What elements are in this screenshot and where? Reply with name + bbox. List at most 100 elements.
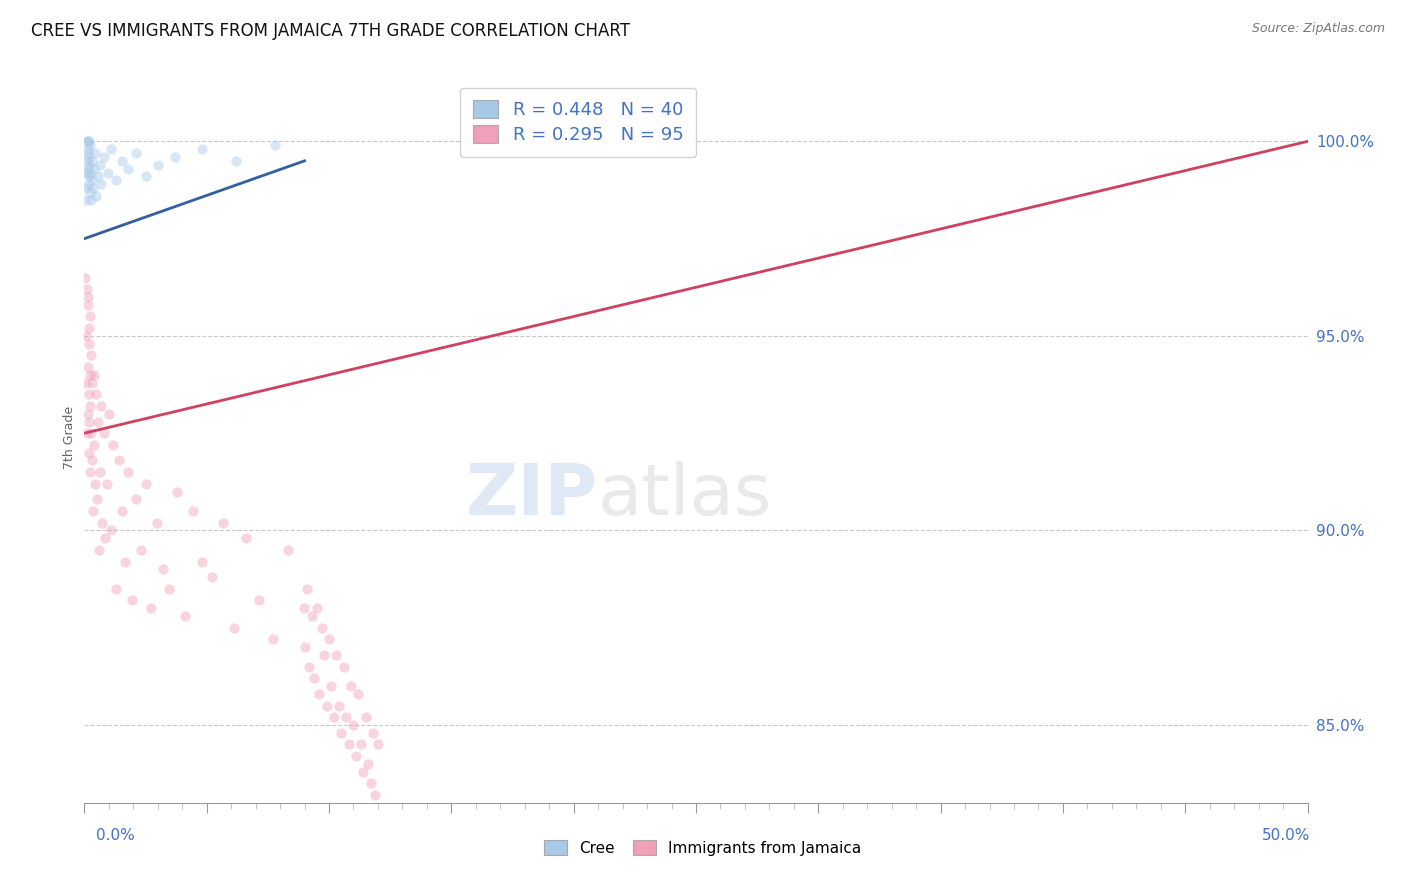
Point (77, 135, 100, 149)
Point (79, 399, 101, 413)
Point (330, 725, 353, 739)
Point (315, 698, 337, 713)
Point (75, 181, 97, 195)
Point (262, 632, 284, 647)
Point (80, 453, 103, 467)
Text: ZIP: ZIP (465, 461, 598, 530)
Point (84, 476, 107, 491)
Point (328, 698, 350, 713)
Text: atlas: atlas (598, 461, 772, 530)
Point (292, 601, 315, 615)
Point (367, 738, 389, 752)
Point (91, 516, 114, 530)
Point (332, 659, 354, 673)
Point (295, 582, 318, 596)
Point (77, 169, 100, 184)
Point (298, 659, 321, 673)
Point (222, 621, 245, 635)
Point (75, 376, 97, 390)
Point (79, 368, 101, 382)
Point (301, 609, 323, 624)
Point (264, 138, 287, 153)
Legend: R = 0.448   N = 40, R = 0.295   N = 95: R = 0.448 N = 40, R = 0.295 N = 95 (460, 87, 696, 157)
Legend: Cree, Immigrants from Jamaica: Cree, Immigrants from Jamaica (538, 834, 868, 862)
Point (159, 582, 181, 596)
Point (110, 504, 132, 518)
Point (104, 582, 127, 596)
Point (79, 138, 101, 153)
Point (83, 368, 105, 382)
Point (93, 426, 115, 441)
Point (76, 135, 98, 149)
Point (342, 718, 364, 732)
Point (191, 142, 214, 156)
Point (305, 601, 328, 615)
Point (121, 593, 143, 607)
Point (79, 185, 101, 199)
Point (93, 150, 115, 164)
Point (77, 415, 100, 429)
Point (337, 738, 360, 752)
Point (84, 387, 107, 401)
Point (107, 453, 129, 467)
Point (89, 465, 111, 479)
Point (77, 161, 100, 176)
Point (314, 648, 336, 662)
Point (173, 609, 195, 624)
Point (82, 376, 104, 390)
Point (94, 531, 117, 545)
Point (79, 310, 101, 324)
Point (201, 570, 224, 584)
Point (80, 193, 103, 207)
Point (103, 438, 125, 452)
Text: 50.0%: 50.0% (1263, 828, 1310, 843)
Point (76, 298, 98, 312)
Point (125, 146, 148, 161)
Point (76, 426, 98, 441)
Point (76, 142, 98, 156)
Point (105, 173, 128, 187)
Point (294, 640, 316, 655)
Point (125, 492, 148, 507)
Point (100, 142, 122, 156)
Point (354, 710, 377, 724)
Point (77, 146, 100, 161)
Point (145, 516, 167, 530)
Point (82, 504, 104, 518)
Point (325, 648, 347, 662)
Point (75, 193, 97, 207)
Point (80, 348, 103, 362)
Point (87, 169, 110, 184)
Point (321, 679, 343, 693)
Point (311, 621, 333, 635)
Point (77, 321, 100, 335)
Point (79, 158, 101, 172)
Point (77, 150, 100, 164)
Point (340, 679, 363, 693)
Point (361, 725, 384, 739)
Point (181, 504, 204, 518)
Point (87, 542, 110, 557)
Point (77, 290, 100, 304)
Point (152, 562, 174, 576)
Point (96, 476, 118, 491)
Point (163, 150, 186, 164)
Point (75, 329, 97, 343)
Point (76, 135, 98, 149)
Point (191, 555, 214, 569)
Point (139, 601, 162, 615)
Point (347, 687, 370, 701)
Point (90, 399, 112, 413)
Point (117, 161, 139, 176)
Point (225, 153, 247, 168)
Point (76, 282, 98, 296)
Point (83, 161, 105, 176)
Text: CREE VS IMMIGRANTS FROM JAMAICA 7TH GRADE CORRELATION CHART: CREE VS IMMIGRANTS FROM JAMAICA 7TH GRAD… (31, 22, 630, 40)
Point (79, 445, 101, 459)
Point (77, 177, 100, 191)
Point (111, 153, 134, 168)
Point (80, 426, 103, 441)
Point (129, 542, 152, 557)
Point (322, 710, 344, 724)
Point (364, 788, 387, 802)
